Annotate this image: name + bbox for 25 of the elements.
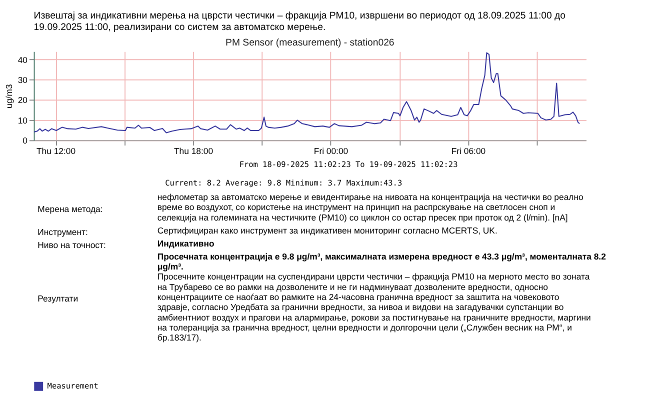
y-axis-title: ug/m3 <box>4 84 14 108</box>
x-tick-label: Fri 00:00 <box>314 146 348 156</box>
y-tick-label: 40 <box>18 54 28 65</box>
x-tick-label: Fri 06:00 <box>451 146 486 156</box>
text: Резултати <box>38 294 78 304</box>
x-tick-label: Thu 18:00 <box>174 146 214 156</box>
x-tick-label: Thu 12:00 <box>36 146 76 156</box>
text: Ниво на точност: <box>38 240 106 250</box>
y-tick-label: 10 <box>18 115 28 126</box>
line-series <box>34 52 580 134</box>
text: From 18-09-2025 11:02:23 To 19-09-2025 11:02:23 <box>239 160 458 170</box>
text: Индикативно <box>157 238 214 248</box>
text: Просечната концентрација е 9.8 μg/m³, максималната измерена вредност е 43.3 μg/m³, моменталната 8.2 μg/m³. <box>157 251 606 272</box>
text: Просечните концентрации на суспендирани цврсти честички – фракција PM10 на мерното место во зоната на Трубарево се во рамки на дозволените и не ги надминуваат дозволените вредности, односно концентрациите се наоѓаат во рамките на 24-часовна гранична вредност за заштита на човековото здравје, согласно Уредбата за гранични вредности, за нивоа и видови на загадувачки супстанции во амбиентниот воздух и прагови на алармирање, рокови за постигнување на граничните вредности, маргини на толеранција за гранична вредност, целни вредности и долгорочни цели („Службен весник на РМ“, и бр.183/17). <box>157 272 592 343</box>
text: Current: 8.2 Average: 9.8 Minimum: 3.7 Maximum:43.3 <box>165 178 402 188</box>
legend-label: Measurement <box>47 381 98 390</box>
y-tick-label: 0 <box>22 136 28 146</box>
text: Мерена метода: <box>38 204 103 214</box>
text: Извештај за индикативни мерења на цврсти честички – фракција PM10, извршени во периодот од 18.09.2025 11:00 до 19.09.2025 11:00, реализирани со систем за автоматско мерење. <box>34 10 566 34</box>
text: нефлометар за автоматско мерење и евидентирање на нивоата на концентрација на честички во реално време во воздухот, со користење на инструмент на принцип на распрскување на светлосен сноп и селекција на големината на честичките (PM10) со циклон со остар пресек при проток од 2 (l/min). [nA] <box>157 192 584 222</box>
text: Сертифициран како инструмент за индикативен мониторинг согласно MCERTS, UK. <box>157 225 498 236</box>
text: Инструмент: <box>38 227 88 238</box>
y-tick-label: 20 <box>18 95 28 106</box>
y-tick-label: 30 <box>18 75 28 86</box>
chart-title: PM Sensor (measurement) - station026 <box>226 38 394 49</box>
